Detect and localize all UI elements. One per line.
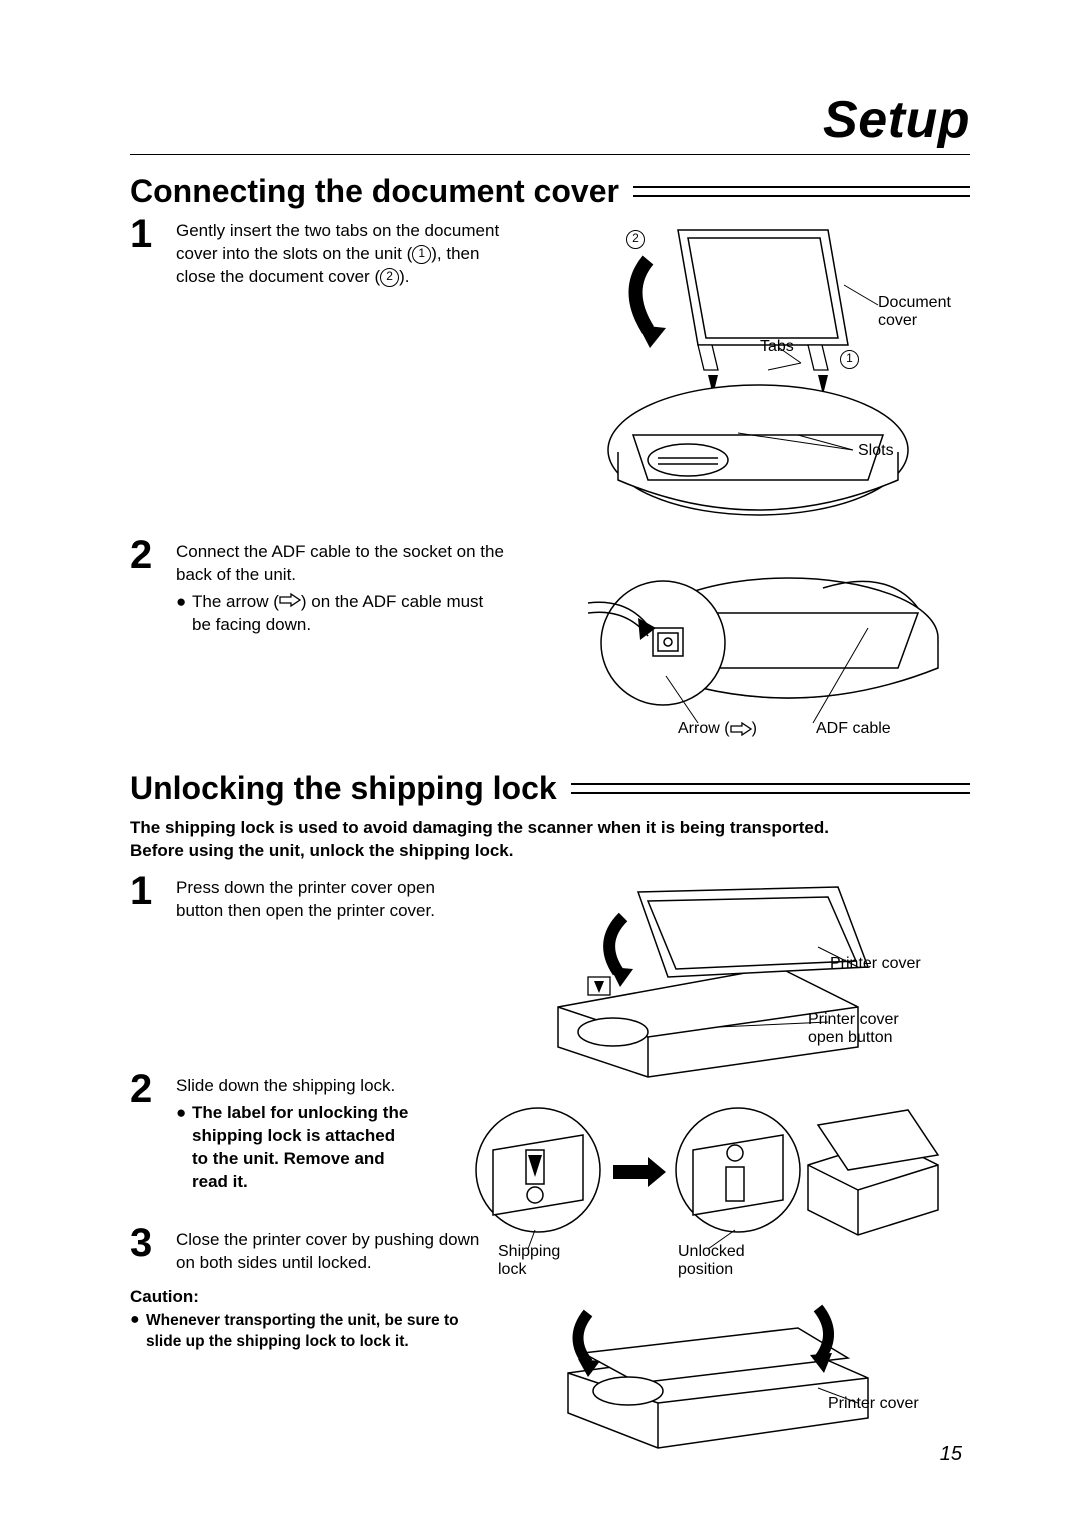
- section-heading-2: Unlocking the shipping lock: [130, 770, 970, 807]
- section-heading-1: Connecting the document cover: [130, 173, 970, 210]
- page-number: 15: [940, 1443, 962, 1466]
- bullet-icon: ●: [176, 591, 192, 614]
- lbl-unlocked-2: position: [678, 1261, 733, 1278]
- lbl-doc-cover-1: Document: [878, 294, 951, 311]
- section-heading-1-rule: [633, 186, 970, 197]
- section-heading-2-text: Unlocking the shipping lock: [130, 770, 571, 807]
- lbl-unlocked: Unlocked position: [678, 1243, 745, 1280]
- caution-bullet: ● Whenever transporting the unit, be sur…: [130, 1311, 500, 1353]
- s2-step2-bt: The label for unlocking the shipping loc…: [192, 1102, 408, 1194]
- manual-page: Setup Connecting the document cover 1 Ge…: [0, 0, 1080, 1526]
- lbl-slots: Slots: [858, 442, 894, 460]
- s1-step1-l3: ), then: [431, 244, 479, 263]
- caution-body: Whenever transporting the unit, be sure …: [146, 1311, 459, 1353]
- s2-step1-body: Press down the printer cover open button…: [176, 877, 435, 923]
- lbl-doc-cover-2: cover: [878, 312, 917, 329]
- s1-step2-bc: be facing down.: [192, 615, 311, 634]
- s2-step2-num: 2: [130, 1069, 176, 1109]
- lbl-printer-cover: Printer cover: [830, 955, 921, 973]
- lbl-arrow-post: ): [752, 720, 757, 737]
- lbl-shipping: Shipping lock: [498, 1243, 560, 1280]
- arrow-right-icon-2: [730, 722, 752, 736]
- s2-step2-b3: to the unit. Remove and: [192, 1149, 385, 1168]
- spacer-2: [130, 935, 500, 1075]
- close-cover-illustration: Printer cover: [518, 1283, 970, 1453]
- section-heading-2-rule: [571, 783, 970, 794]
- s1-step2-bt: The arrow ( ) on the ADF cable must be fa…: [192, 591, 483, 637]
- s2-step2-b2: shipping lock is attached: [192, 1126, 395, 1145]
- s2-step2-bullet: ● The label for unlocking the shipping l…: [176, 1102, 408, 1194]
- title-rule: [130, 154, 970, 155]
- caution-heading: Caution:: [130, 1287, 500, 1307]
- s2-step1-num: 1: [130, 871, 176, 911]
- lbl-shipping-2: lock: [498, 1261, 526, 1278]
- s2-step3-l2: on both sides until locked.: [176, 1253, 372, 1272]
- s2-step2-body: Slide down the shipping lock. ● The labe…: [176, 1075, 408, 1194]
- s2-step2-b4: read it.: [192, 1172, 248, 1191]
- arrow-right-icon: [279, 591, 301, 614]
- lbl-adf: ADF cable: [816, 720, 891, 738]
- s2-step1-l1: Press down the printer cover open: [176, 878, 435, 897]
- s1-step2-l2: back of the unit.: [176, 565, 296, 584]
- s1-step1-l5: ).: [399, 267, 409, 286]
- s1-step1-num: 1: [130, 214, 176, 254]
- s2-step2: 2 Slide down the shipping lock. ● The la…: [130, 1075, 500, 1194]
- lbl-arrow-pre: Arrow (: [678, 720, 730, 737]
- section-1-body: 1 Gently insert the two tabs on the docu…: [130, 220, 970, 756]
- circled-2-badge: 2: [626, 230, 645, 249]
- section-1-left: 1 Gently insert the two tabs on the docu…: [130, 220, 550, 756]
- section-2-right: Printer cover Printer cover open button: [518, 877, 970, 1461]
- lbl-pco: Printer cover open button: [808, 1011, 899, 1048]
- s2-step3-body: Close the printer cover by pushing down …: [176, 1229, 479, 1275]
- caution-b1: Whenever transporting the unit, be sure …: [146, 1312, 459, 1329]
- circled-2-icon: 2: [380, 268, 399, 287]
- lbl-printer-cover-3: Printer cover: [828, 1395, 919, 1413]
- s2-step2-b1: The label for unlocking the: [192, 1103, 408, 1122]
- s1-step1-l4: close the document cover (: [176, 267, 380, 286]
- caution-b2: slide up the shipping lock to lock it.: [146, 1333, 409, 1350]
- lbl-doc-cover: Document cover: [878, 294, 951, 331]
- doc-cover-illustration: 2 1 Document cover Tabs Slots: [568, 220, 970, 540]
- spacer-3: [130, 1205, 500, 1229]
- s2-step3-num: 3: [130, 1223, 176, 1263]
- bullet-icon-2: ●: [176, 1102, 192, 1125]
- s2-intro-l2: Before using the unit, unlock the shippi…: [130, 841, 513, 860]
- s2-step3-l1: Close the printer cover by pushing down: [176, 1230, 479, 1249]
- circled-1-icon: 1: [412, 245, 431, 264]
- s1-step2-l1: Connect the ADF cable to the socket on t…: [176, 542, 504, 561]
- bullet-icon-3: ●: [130, 1311, 146, 1329]
- lbl-pco-1: Printer cover: [808, 1011, 899, 1028]
- circled-1-badge: 1: [840, 350, 859, 369]
- s1-step2-bb: ) on the ADF cable must: [301, 592, 483, 611]
- s1-step1: 1 Gently insert the two tabs on the docu…: [130, 220, 550, 289]
- printer-cover-illustration: Printer cover Printer cover open button: [518, 877, 970, 1087]
- section-2-body: 1 Press down the printer cover open butt…: [130, 877, 970, 1461]
- s1-step2: 2 Connect the ADF cable to the socket on…: [130, 541, 550, 637]
- s2-intro-l1: The shipping lock is used to avoid damag…: [130, 818, 829, 837]
- s2-step1: 1 Press down the printer cover open butt…: [130, 877, 500, 923]
- s2-step1-l2: button then open the printer cover.: [176, 901, 435, 920]
- s2-step3: 3 Close the printer cover by pushing dow…: [130, 1229, 500, 1275]
- lbl-shipping-1: Shipping: [498, 1243, 560, 1260]
- page-title: Setup: [130, 90, 970, 150]
- lbl-pco-2: open button: [808, 1029, 893, 1046]
- s1-step2-ba: The arrow (: [192, 592, 279, 611]
- section-2-left: 1 Press down the printer cover open butt…: [130, 877, 500, 1461]
- s1-step1-l2: cover into the slots on the unit (: [176, 244, 412, 263]
- s1-step2-num: 2: [130, 535, 176, 575]
- spacer: [130, 301, 550, 541]
- s1-step1-l1: Gently insert the two tabs on the docume…: [176, 221, 499, 240]
- section-1-right: 2 1 Document cover Tabs Slots: [568, 220, 970, 756]
- s1-step2-body: Connect the ADF cable to the socket on t…: [176, 541, 504, 637]
- s2-intro: The shipping lock is used to avoid damag…: [130, 817, 970, 863]
- lbl-tabs: Tabs: [760, 338, 794, 356]
- section-heading-1-text: Connecting the document cover: [130, 173, 633, 210]
- adf-illustration: Arrow () ADF cable: [568, 548, 970, 748]
- s1-step1-body: Gently insert the two tabs on the docume…: [176, 220, 499, 289]
- shipping-lock-illustration: Shipping lock Unlocked position: [448, 1095, 970, 1275]
- s1-step2-bullet: ● The arrow ( ) on the ADF cable must be …: [176, 591, 504, 637]
- lbl-unlocked-1: Unlocked: [678, 1243, 745, 1260]
- lbl-arrow: Arrow (): [678, 720, 757, 738]
- s2-step2-l1: Slide down the shipping lock.: [176, 1076, 395, 1095]
